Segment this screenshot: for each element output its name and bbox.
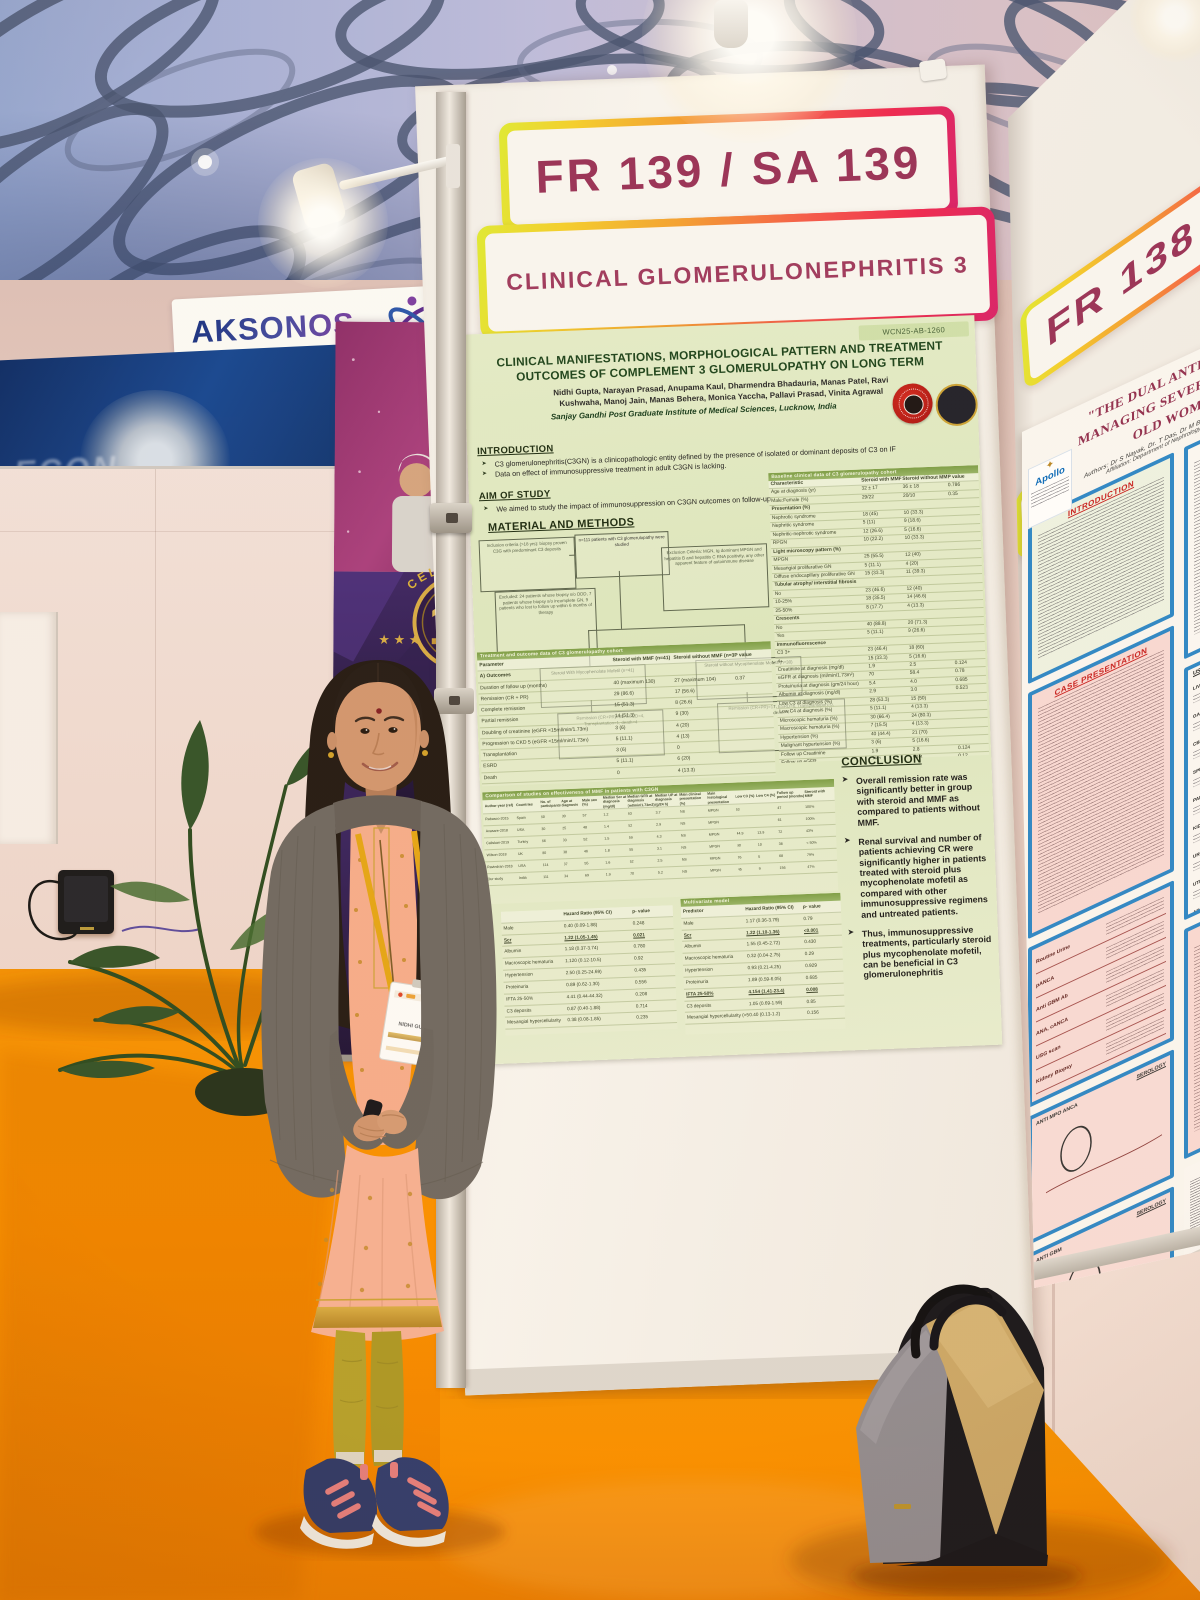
neighbour-serology-box-1: ANTI MPO ANCA SEROLOGY (1028, 1049, 1174, 1246)
celebration-stars-icon: ★ ★ ★ (378, 632, 420, 647)
tote-bag (851, 1284, 1081, 1593)
flow-cohort: n=111 patients with C3 glomerulopathy we… (574, 531, 671, 579)
aim-heading: AIM OF STUDY (478, 488, 551, 503)
arm-lamp-bracket (446, 144, 460, 188)
left-door-panel (0, 612, 58, 844)
neighbour-code-sign: FR 138 / SA (1019, 102, 1200, 392)
wall-corner-seam (1052, 1240, 1055, 1600)
flow-exclusion: Exclusion Criteria: MGN, Ig dominant MPG… (660, 543, 770, 612)
department-seal-icon (891, 382, 934, 425)
spotlight-lamp-icon (714, 0, 748, 48)
flow-inclusion: Inclusion criteria (>18 yrs): biopsy pro… (478, 536, 577, 593)
session-code: FR 139 / SA 139 (534, 136, 923, 203)
aksonos-logo-text: AKSONOS (190, 306, 356, 350)
earring-icon (328, 752, 334, 758)
frame-clamp-icon (430, 503, 472, 533)
serology-curve-icon (1045, 1126, 1163, 1194)
bag-logo-bar (894, 1504, 911, 1509)
arm-lamp-glow (258, 158, 388, 288)
baseline-table: Baseline clinical data of C3 glomerulopa… (768, 465, 990, 763)
scientific-poster: WCN25-AB-1260 CLINICAL MANIFESTATIONS, M… (462, 315, 1003, 1065)
earring-icon (422, 750, 428, 756)
multivariate-table: Multivariate model Predictor Hazard Ratio… (680, 892, 846, 1035)
conclusion-section: CONCLUSION ➤ Overall remission rate was s… (841, 751, 998, 1048)
session-title: CLINICAL GLOMERULONEPHRITIS 3 (505, 250, 970, 295)
neighbour-poster-sheet: "THE DUAL ANTIBODY DILE MANAGING SEVERE … (1022, 281, 1200, 1288)
introduction-heading: INTRODUCTION (476, 443, 554, 458)
institute-seal-icon (934, 383, 979, 427)
bindi-icon (376, 708, 382, 714)
woman-figure: NIDHI GUPTA (255, 660, 505, 1556)
floor-speaker (58, 870, 114, 934)
frame-clamp-icon (434, 688, 474, 714)
poster-clip-icon (918, 58, 948, 82)
neighbour-code: FR 138 / SA (1045, 138, 1200, 356)
speaker-cable (28, 880, 201, 941)
lanyard-strap (355, 833, 395, 993)
methods-heading: MATERIAL AND METHODS (487, 516, 635, 534)
badge-name: NIDHI GUPTA (398, 1021, 433, 1032)
